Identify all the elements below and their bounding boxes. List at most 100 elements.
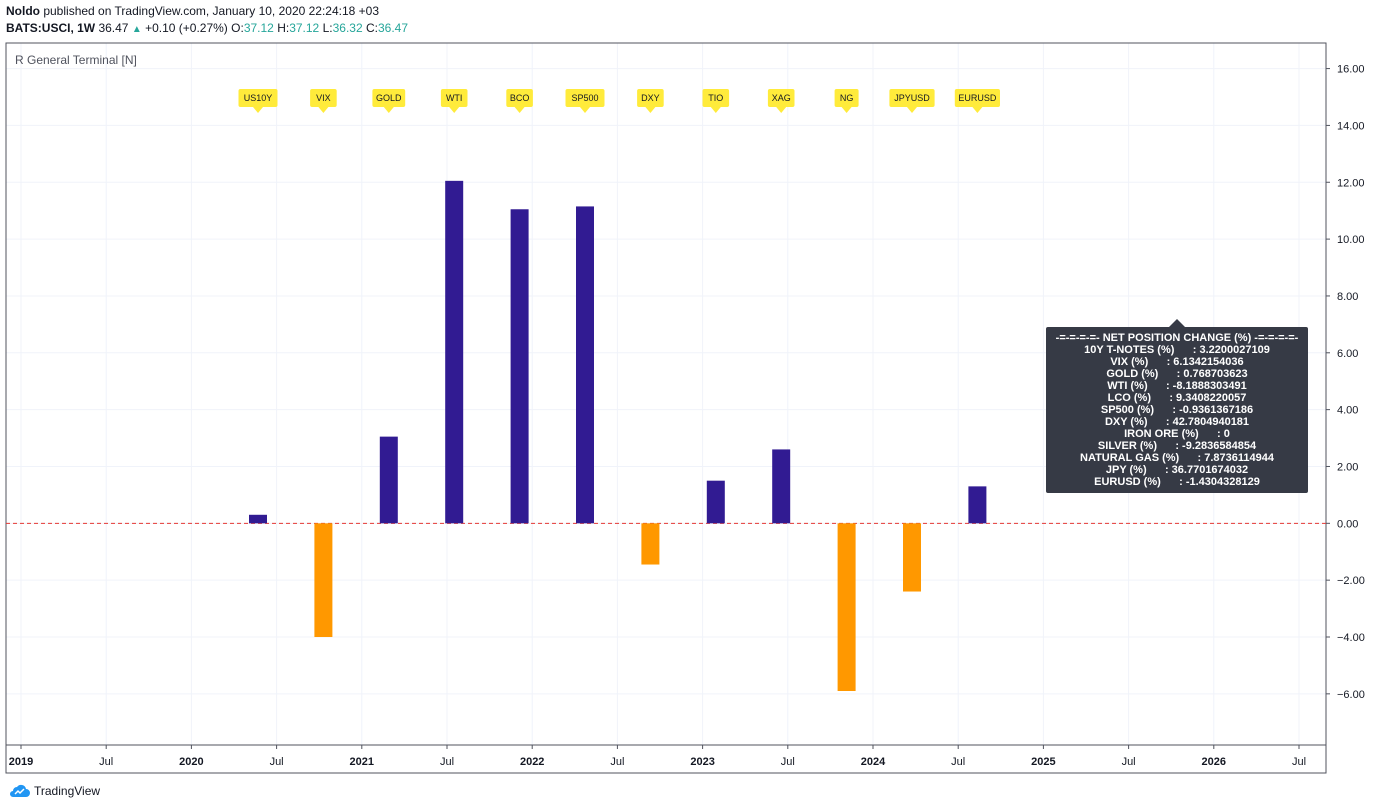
- label-pointer: [907, 107, 917, 113]
- label-text: BCO: [510, 93, 530, 103]
- label-box: [767, 89, 795, 107]
- bar-label-ng: NG: [834, 89, 859, 113]
- bar-us10y[interactable]: [249, 514, 267, 524]
- x-tick-label: 2021: [350, 756, 374, 768]
- label-box: [238, 89, 278, 107]
- bar-label-bco: BCO: [506, 89, 533, 113]
- x-tick-label: Jul: [781, 756, 795, 768]
- bars: [249, 180, 987, 691]
- bar-wti[interactable]: [445, 180, 464, 524]
- low-value: 36.32: [332, 21, 363, 35]
- y-tick-label: 16.00: [1337, 64, 1365, 76]
- y-tick-label: −6.00: [1337, 689, 1365, 701]
- tooltip-line: SP500 (%) : -0.9361367186: [1100, 404, 1254, 416]
- open-value: 37.12: [243, 21, 274, 35]
- bar-label-tio: TIO: [702, 89, 730, 113]
- y-tick-label: 2.00: [1337, 461, 1358, 473]
- label-text: GOLD: [376, 93, 402, 103]
- y-tick-label: 12.00: [1337, 177, 1365, 189]
- tooltip-line: NATURAL GAS (%) : 7.8736114944: [1080, 452, 1274, 464]
- label-text: SP500: [571, 93, 598, 103]
- bar-sp500[interactable]: [576, 206, 594, 524]
- x-tick-label: Jul: [99, 756, 113, 768]
- tooltip-line: VIX (%) : 6.1342154036: [1110, 356, 1244, 368]
- cloud-icon: [10, 784, 30, 797]
- y-tick-label: 10.00: [1337, 234, 1365, 246]
- brand-name: TradingView: [34, 784, 101, 798]
- bar-label-sp500: SP500: [565, 89, 605, 113]
- publish-info: Noldo published on TradingView.com, Janu…: [6, 4, 379, 18]
- label-pointer: [645, 107, 656, 113]
- price-axis[interactable]: 16.00 14.00 12.00 10.00 8.00 6.00 4.00 2.00 0.00…: [1326, 64, 1365, 701]
- bar-jpyusd[interactable]: [903, 523, 921, 592]
- label-box: [889, 89, 935, 107]
- high-value: 37.12: [289, 21, 320, 35]
- label-text: XAG: [772, 93, 791, 103]
- y-tick-label: 0.00: [1337, 518, 1358, 530]
- low-label: L:: [322, 21, 333, 35]
- tooltip-line: JPY (%) : 36.7701674032: [1105, 464, 1249, 476]
- x-tick-label: Jul: [1122, 756, 1136, 768]
- label-box: [372, 89, 406, 107]
- label-text: US10Y: [244, 93, 273, 103]
- label-text: DXY: [641, 93, 660, 103]
- x-tick-label: Jul: [440, 756, 454, 768]
- bar-label-xag: XAG: [767, 89, 795, 113]
- x-tick-label: Jul: [610, 756, 624, 768]
- bar-gold[interactable]: [379, 436, 398, 524]
- time-axis[interactable]: 2019 Jul 2020 Jul 2021 Jul 2022 Jul 2023 Jul 2024 J…: [9, 745, 1306, 768]
- up-arrow-icon: ▲: [131, 24, 142, 35]
- bar-dxy[interactable]: [641, 523, 660, 565]
- bar-label-wti: WTI: [440, 89, 468, 113]
- label-text: EURUSD: [958, 93, 997, 103]
- x-tick-label: 2022: [520, 756, 544, 768]
- bar-labels: US10Y VIX GOLD WTI BCO SP500 DXY TIO XAG NG JPYUSD…: [238, 89, 1000, 113]
- label-pointer: [972, 107, 983, 113]
- label-pointer: [841, 107, 852, 113]
- x-tick-label: Jul: [951, 756, 965, 768]
- tooltip-pointer: [1169, 319, 1185, 327]
- bar-ng[interactable]: [837, 523, 856, 691]
- label-box: [506, 89, 533, 107]
- x-tick-label: 2019: [9, 756, 33, 768]
- x-tick-label: 2026: [1202, 756, 1226, 768]
- tooltip-line: -=-=-=-=- NET POSITION CHANGE (%) -=-=-=…: [1055, 332, 1299, 344]
- bar-eurusd[interactable]: [968, 486, 987, 524]
- tooltip-line: SILVER (%) : -9.2836584854: [1097, 440, 1257, 452]
- x-tick-label: 2023: [690, 756, 714, 768]
- bar-label-jpyusd: JPYUSD: [889, 89, 935, 113]
- x-tick-label: 2024: [861, 756, 886, 768]
- label-box: [702, 89, 730, 107]
- tradingview-logo[interactable]: TradingView: [8, 784, 100, 798]
- author-name: Noldo: [6, 4, 40, 18]
- label-box: [565, 89, 605, 107]
- x-tick-label: Jul: [270, 756, 284, 768]
- price-change: +0.10 (+0.27%): [145, 21, 228, 35]
- open-label: O:: [231, 21, 244, 35]
- bar-label-eurusd: EURUSD: [954, 89, 1000, 113]
- x-tick-label: Jul: [1292, 756, 1306, 768]
- tooltip-line: GOLD (%) : 0.768703623: [1106, 368, 1248, 380]
- bar-label-gold: GOLD: [372, 89, 406, 113]
- y-tick-label: −2.00: [1337, 575, 1365, 587]
- tooltip-line: IRON ORE (%) : 0: [1124, 428, 1230, 440]
- tooltip-line: LCO (%) : 9.3408220057: [1107, 392, 1247, 404]
- published-text: published on TradingView.com, January 10…: [40, 4, 380, 18]
- bar-xag[interactable]: [772, 449, 791, 524]
- tooltip-line: DXY (%) : 42.7804940181: [1104, 416, 1250, 428]
- tooltip-line: 10Y T-NOTES (%) : 3.2200027109: [1084, 344, 1270, 356]
- label-box: [954, 89, 1000, 107]
- symbol-label: BATS:USCI, 1W: [6, 21, 96, 35]
- label-text: NG: [840, 93, 854, 103]
- label-pointer: [383, 107, 394, 113]
- bar-tio[interactable]: [706, 480, 725, 524]
- label-pointer: [710, 107, 721, 113]
- tooltip-line: EURUSD (%) : -1.4304328129: [1094, 476, 1260, 488]
- label-text: WTI: [446, 93, 463, 103]
- y-tick-label: 4.00: [1337, 405, 1358, 417]
- bar-vix[interactable]: [314, 523, 333, 637]
- label-pointer: [318, 107, 329, 113]
- label-pointer: [253, 107, 263, 113]
- bar-bco[interactable]: [510, 209, 529, 524]
